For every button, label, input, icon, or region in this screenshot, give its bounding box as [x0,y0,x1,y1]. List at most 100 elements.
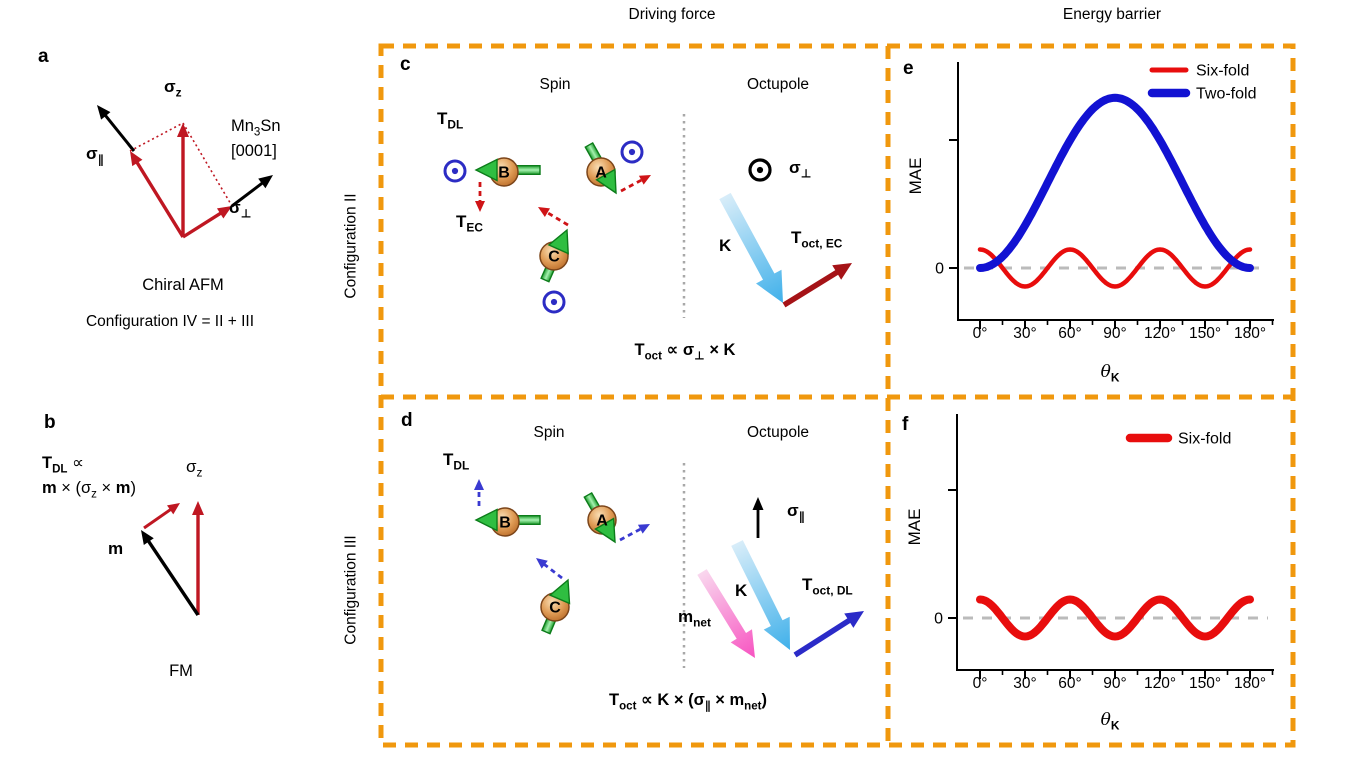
sigma-parallel-label-a: σ∥ [86,144,104,167]
k-label-d: K [735,581,748,600]
sigma-parallel-up-arrow [752,497,764,538]
x-tick-label-f: 120° [1144,675,1176,692]
legend-label-six-fold: Six-fold [1178,431,1231,448]
torque-dl-dashed-arrow-b [475,182,485,212]
site-a-label-c: A [595,164,607,182]
y-zero-tick-label-f: 0 [934,611,943,628]
spin-a-arrow-c [584,141,617,195]
x-tick-label-e: 30° [1013,325,1036,342]
sigma-z-arrow-b [192,501,204,615]
spin-a-arrow-d [583,491,617,544]
sigma-perp-out-of-plane-icon [748,158,772,182]
x-tick-label-f: 0° [973,675,988,692]
t-oct-ec-label: Toct, EC [791,228,843,251]
chart-f: 0 0° 30° 60° 90° 120° 150° 180° Six-fold [934,414,1274,692]
site-a-label-d: A [596,512,608,530]
x-tick-label-e: 60° [1058,325,1081,342]
curve-six-fold-f [976,595,1254,641]
sigma-perp-label-c: σ⊥ [789,158,812,181]
t-oct-ec-arrow [782,263,852,308]
x-tick-label-e: 0° [973,325,988,342]
mn3sn-axis-arrow [231,175,273,208]
torque-formula-line1: TDL ∝ [42,454,84,476]
torque-formula-line2: m × (σz × m) [42,479,136,501]
k-label-c: K [719,236,732,255]
formula-d: Toct ∝ K × (σ∥ × mnet) [609,691,767,713]
header-energy-barrier: Energy barrier [1062,6,1162,23]
out-of-plane-spin-icon [620,140,644,164]
formula-c: Toct ∝ σ⊥ × K [634,341,736,363]
octupole-title-c: Octupole [746,76,810,93]
panel-e-letter: e [903,58,914,79]
panel-a-caption: Chiral AFM [142,276,224,294]
chart-e: 0 0° 30° 60° 90° 120° 150° 180° Six-fold Two-fold [935,62,1274,342]
sigma-perp-label-a: σ⊥ [229,198,252,221]
dashed-border-outer [378,43,1296,748]
t-dl-label-d: TDL [443,450,470,473]
panel-a-letter: a [38,46,49,67]
t-oct-dl-arrow [793,611,864,658]
curve-six-fold-e [977,247,1253,289]
x-tick-label-e: 120° [1144,325,1176,342]
axes-f [956,414,1274,671]
spin-title-c: Spin [539,76,571,93]
theta-k-axis-label-e: θK [1100,362,1120,385]
torque-dl-dashed-arrow-c-d [536,558,563,580]
torque-ec-dashed-arrow-c [538,207,569,227]
torque-dashed-arrow-a [620,175,651,193]
panel-b-letter: b [44,412,56,433]
site-b-label-c: B [498,164,510,182]
t-oct-dl-label: Toct, DL [802,575,853,598]
spin-c-arrow-c [539,228,569,283]
site-c-label-d: C [549,599,561,617]
panel-b-caption: FM [169,662,193,680]
x-tick-label-f: 180° [1234,675,1266,692]
site-c-label-c: C [548,248,560,266]
legend-label-two-fold: Two-fold [1196,86,1256,103]
sigma-perp-arrow [182,206,232,239]
material-label: Mn3Sn [0001] [231,117,281,160]
mae-axis-label-e: MAE [905,157,925,195]
header-driving-force: Driving force [628,6,716,23]
m-net-arrow [697,569,755,658]
panel-a-subcaption: Configuration IV = II + III [85,313,255,330]
sigma-parallel-label-d: σ∥ [787,501,805,524]
octupole-title-d: Octupole [746,424,810,441]
axes-e [957,62,1274,321]
axis-arrow-a-upper-left [97,105,136,152]
torque-dl-dashed-arrow-b-d [474,479,484,506]
y-zero-tick-label-e: 0 [935,261,944,278]
sigma-parallel-arrow [130,151,185,238]
x-tick-label-f: 60° [1058,675,1081,692]
legend-label-six-fold: Six-fold [1196,63,1249,80]
x-tick-label-f: 30° [1013,675,1036,692]
panel-d-letter: d [401,410,413,431]
theta-k-axis-label-f: θK [1100,710,1120,733]
spin-b-arrow-d [474,507,541,537]
spin-c-arrow-d [540,578,571,635]
x-tick-label-e: 150° [1189,325,1221,342]
m-vector-label: m [108,539,124,558]
out-of-plane-spin-icon [443,159,467,183]
m-vector-arrow [141,530,200,616]
spin-title-d: Spin [533,424,565,441]
sigma-z-arrow [177,123,189,237]
mae-axis-label-f: MAE [904,508,924,546]
m-net-label: mnet [678,607,711,630]
panel-c-letter: c [400,54,411,75]
torque-dl-dashed-arrow-a-d [619,524,650,542]
row-label-configuration-iii: Configuration III [342,535,360,645]
row-label-configuration-ii: Configuration II [342,193,360,299]
x-tick-label-e: 180° [1234,325,1266,342]
sigma-z-label-b: σz [186,457,203,480]
site-b-label-d: B [499,514,511,532]
spin-b-arrow-c [474,157,541,187]
x-tick-label-f: 150° [1189,675,1221,692]
t-ec-label-c: TEC [456,212,483,235]
x-tick-label-f: 90° [1103,675,1126,692]
k-octupole-arrow-d [731,540,790,650]
out-of-plane-spin-icon [542,290,566,314]
t-dl-label-c: TDL [437,109,464,132]
